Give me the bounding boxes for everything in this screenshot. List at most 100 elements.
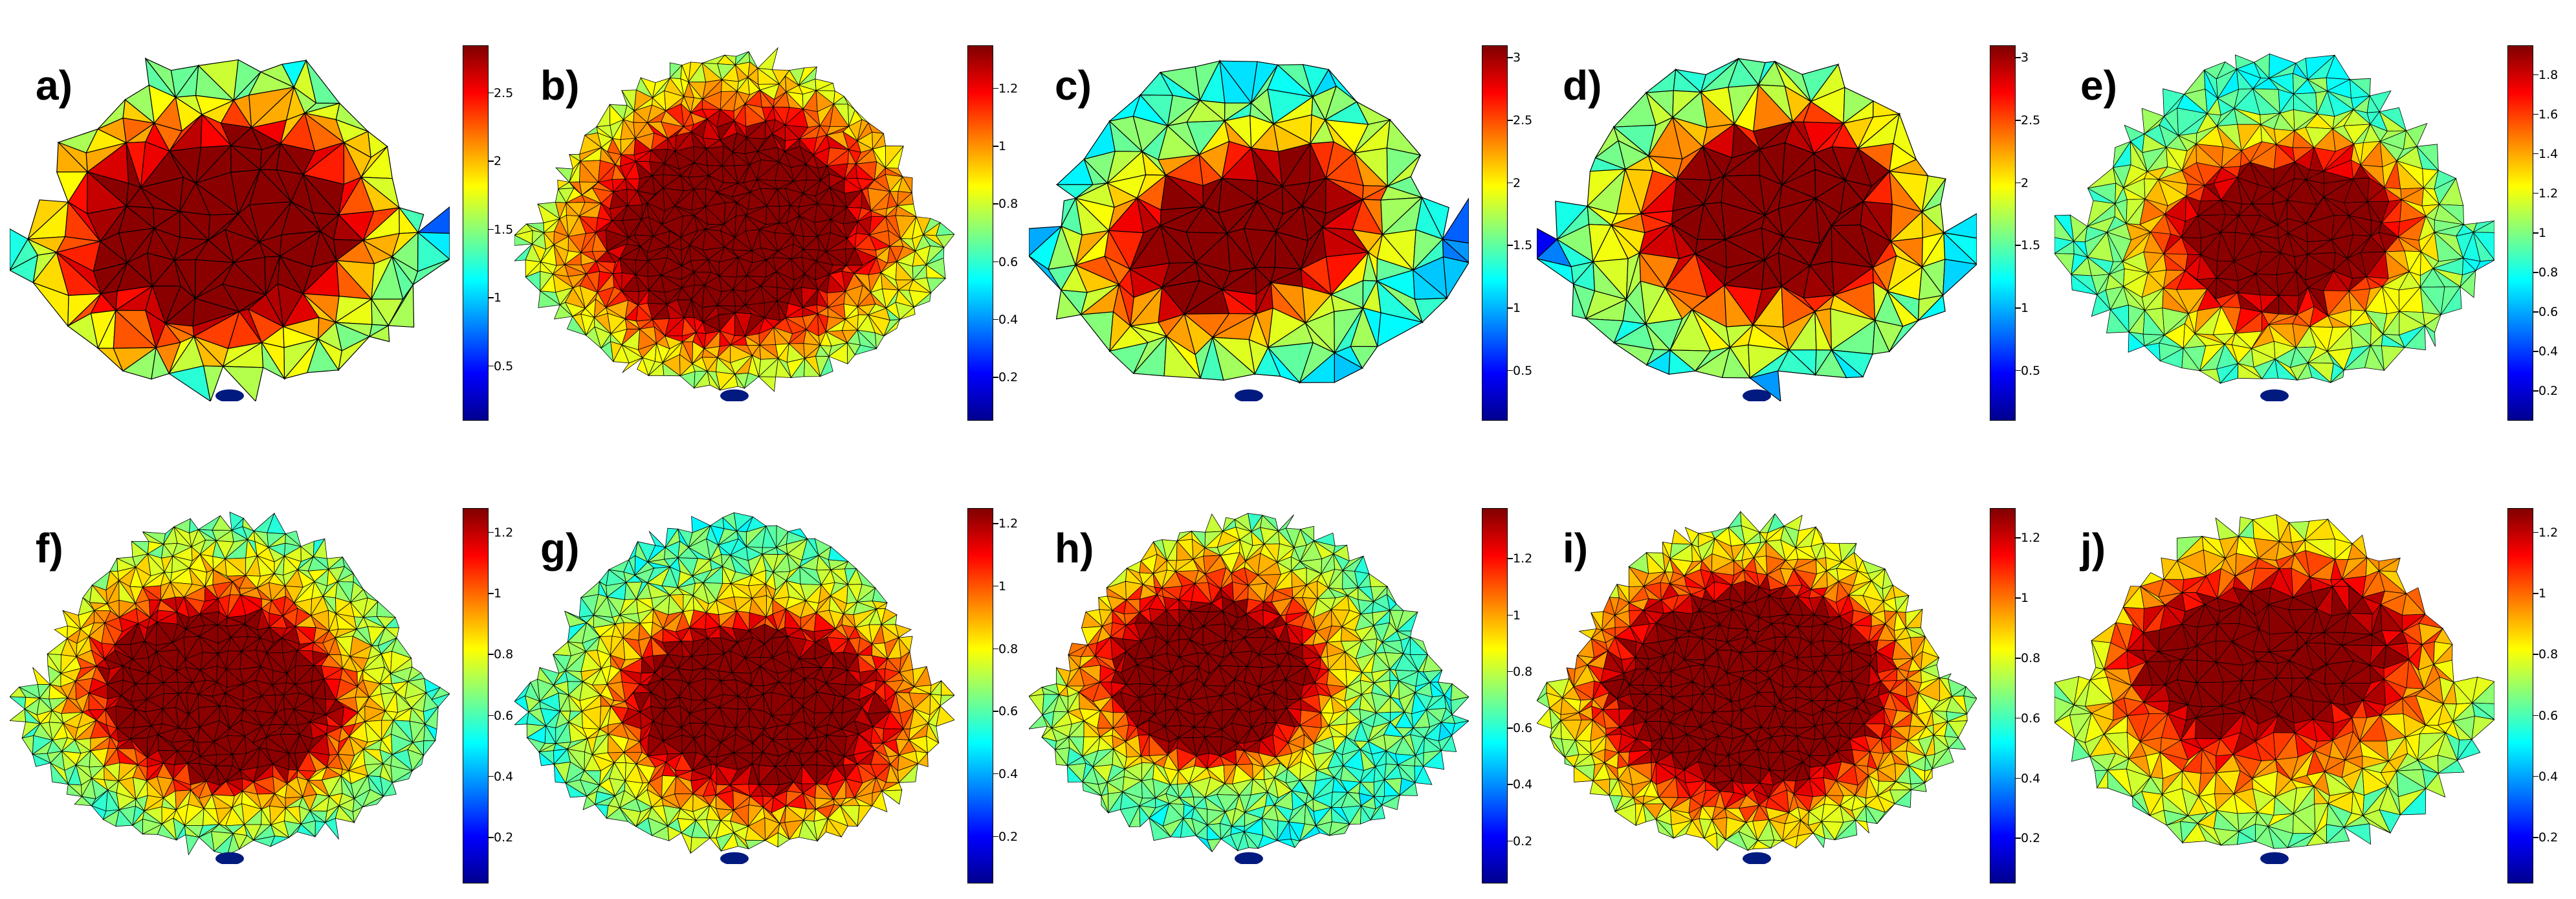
mesh-element	[382, 782, 397, 797]
colorbar-tick-label: 0.6	[998, 704, 1018, 719]
mesh-element	[881, 790, 903, 805]
mesh-map	[1029, 60, 1469, 401]
colorbar-tick-label: 1.5	[1513, 238, 1533, 253]
mesh-element	[2381, 345, 2406, 372]
mesh-element	[2474, 260, 2494, 272]
colorbar-tick-mark	[2533, 113, 2538, 115]
mesh-element	[1369, 573, 1389, 587]
colorbar-tick-label: 1.2	[998, 516, 1018, 531]
colorbar-tick-mark	[2016, 120, 2021, 121]
mesh-element	[690, 837, 711, 854]
colorbar-tick-mark	[993, 261, 998, 263]
electrode-marker	[215, 389, 244, 401]
panel-e: e) 0.2 0.4 0.6 0.8 1 1.2 1.4 1.6 1.8	[2054, 39, 2559, 427]
mesh-map	[10, 511, 450, 864]
colorbar-tick-mark	[1508, 57, 1513, 58]
panel-b: b) 0.2 0.4 0.6 0.8 1 1.2	[514, 39, 1019, 427]
mesh-element	[1442, 256, 1469, 300]
colorbar	[967, 45, 993, 421]
mesh-element	[936, 705, 954, 727]
colorbar-tick-mark	[993, 711, 998, 712]
colorbar-tick-label: 0.8	[998, 641, 1018, 656]
mesh-element	[368, 325, 390, 342]
mesh-element	[222, 366, 264, 401]
mesh-element	[895, 624, 912, 638]
colorbar-tick-mark	[993, 377, 998, 378]
mesh-element	[1205, 513, 1224, 533]
electrode-marker	[215, 852, 244, 864]
colorbar-tick-label: 2	[494, 154, 502, 169]
panel-label: f)	[36, 525, 63, 572]
colorbar-tick-label: 0.6	[2538, 305, 2559, 320]
mesh-element	[917, 752, 929, 768]
mesh-element	[2274, 358, 2298, 381]
colorbar-tick-mark	[993, 648, 998, 649]
panel-h: h) 0.2 0.4 0.6 0.8 1 1.2	[1029, 502, 1534, 890]
colorbar-tick-label: 0.5	[2021, 363, 2041, 378]
electrode-marker	[2260, 389, 2289, 401]
colorbar-tick-mark	[2533, 74, 2538, 76]
colorbar-tick-label: 1	[1513, 301, 1521, 315]
mesh-map	[1029, 513, 1469, 864]
colorbar-tick-mark	[489, 297, 494, 298]
colorbar-tick-mark	[489, 92, 494, 94]
mesh-element	[2106, 309, 2130, 333]
mesh-element	[566, 316, 587, 336]
colorbar-tick-label: 1	[998, 579, 1007, 594]
colorbar-tick-mark	[489, 593, 494, 594]
mesh-element	[1211, 336, 1256, 381]
panel-label: c)	[1055, 62, 1092, 109]
mesh-element	[239, 835, 254, 850]
mesh-element	[32, 753, 52, 767]
colorbar-tick-label: 1.5	[494, 222, 514, 237]
mesh-element	[596, 103, 611, 128]
colorbar-tick-label: 1.8	[2538, 67, 2559, 82]
mesh-element	[1942, 258, 1977, 296]
mesh-element	[307, 338, 340, 373]
mesh-element	[1645, 69, 1677, 93]
colorbar-tick-label: 0.8	[2538, 265, 2559, 280]
colorbar-tick-mark	[993, 318, 998, 320]
mesh-element	[514, 711, 529, 726]
mesh-element	[314, 820, 326, 838]
mesh-element	[667, 825, 682, 841]
colorbar-tick-mark	[1508, 307, 1513, 309]
panel-a: a) 0.5 1 1.5 2 2.5	[10, 39, 514, 427]
mesh-map	[514, 47, 954, 401]
colorbar-tick-mark	[489, 715, 494, 716]
colorbar-tick-label: 0.2	[998, 370, 1018, 385]
colorbar-tick-mark	[2016, 245, 2021, 246]
mesh-element	[2071, 274, 2098, 295]
mesh-element	[32, 667, 51, 685]
colorbar-tick-label: 1	[998, 139, 1007, 154]
mesh-element	[1055, 289, 1082, 320]
mesh-map	[10, 57, 450, 401]
mesh-element	[2330, 369, 2344, 383]
mesh-element	[1721, 346, 1751, 379]
mesh-element	[825, 817, 842, 838]
mesh-element	[857, 805, 873, 827]
mesh-element	[733, 832, 750, 850]
mesh-element	[804, 357, 821, 377]
mesh-element	[2054, 253, 2075, 276]
colorbar-tick-mark	[2533, 311, 2538, 313]
mesh-element	[622, 357, 643, 373]
mesh-element	[872, 790, 888, 812]
mesh-element	[54, 625, 68, 639]
mesh-element	[553, 304, 573, 320]
mesh-element	[226, 832, 240, 856]
colorbar-ticks: 0.2 0.4 0.6 0.8 1 1.2	[993, 45, 1024, 421]
mesh-element	[74, 796, 93, 806]
mesh-element	[2181, 347, 2201, 372]
mesh-element	[1350, 346, 1378, 369]
mesh-element	[757, 47, 778, 71]
colorbar-tick-mark	[993, 87, 998, 89]
mesh-element	[1777, 349, 1817, 375]
panel-d: d) 0.5 1 1.5 2 2.5 3	[1537, 39, 2042, 427]
mesh-element	[115, 809, 133, 827]
colorbar-tick-label: 2.5	[494, 85, 514, 100]
mesh-element	[514, 234, 533, 246]
mesh-element	[2238, 362, 2263, 379]
electrode-marker	[720, 389, 749, 401]
